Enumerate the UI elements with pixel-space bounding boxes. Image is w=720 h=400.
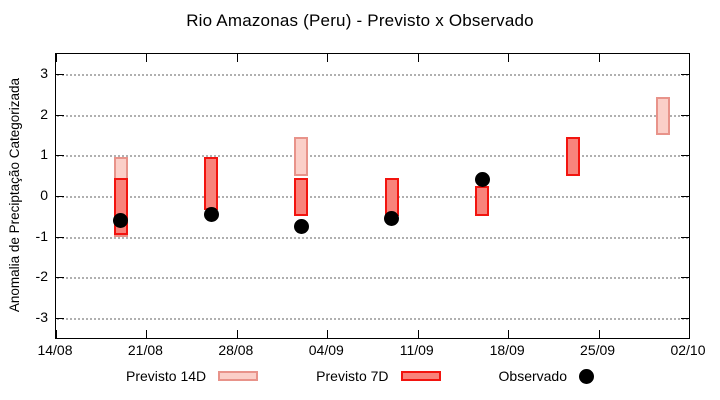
x-tick-label: 04/09 bbox=[308, 342, 344, 358]
y-tick-label: 0 bbox=[40, 187, 48, 203]
x-tick-mark-bottom bbox=[236, 330, 238, 338]
x-tick-mark-bottom bbox=[689, 330, 690, 338]
legend-swatch-14d bbox=[218, 371, 259, 381]
legend-swatch-observado-dot bbox=[579, 368, 594, 384]
x-tick-mark-top bbox=[598, 54, 600, 62]
gridline-y-1 bbox=[57, 155, 688, 158]
forecast-7d-box-26-08 bbox=[204, 157, 219, 211]
observed-dot-02-09 bbox=[293, 218, 309, 234]
x-tick-mark-top bbox=[327, 54, 329, 62]
forecast-7d-box-02-09 bbox=[294, 177, 309, 217]
y-tick-mark-left bbox=[56, 317, 64, 319]
gridline-y--2 bbox=[57, 277, 688, 280]
x-tick-mark-top bbox=[146, 54, 148, 62]
forecast-14d-box-02-09 bbox=[294, 137, 309, 176]
legend: Previsto 14D Previsto 7D Observado bbox=[0, 368, 720, 384]
x-tick-mark-bottom bbox=[508, 330, 510, 338]
x-tick-mark-top bbox=[689, 54, 690, 62]
x-tick-label: 28/08 bbox=[218, 342, 254, 358]
legend-item-observado: Observado bbox=[499, 368, 594, 384]
legend-label-previsto-14d: Previsto 14D bbox=[126, 368, 207, 384]
forecast-14d-box-30-09 bbox=[656, 96, 671, 136]
x-tick-label: 14/08 bbox=[37, 342, 73, 358]
y-tick-label: -3 bbox=[35, 308, 48, 325]
chart-title: Rio Amazonas (Peru) - Previsto x Observa… bbox=[186, 11, 534, 30]
y-tick-mark-left bbox=[56, 155, 64, 157]
observed-dot-26-08 bbox=[203, 206, 219, 222]
plot-area bbox=[55, 53, 690, 339]
gridline-y--1 bbox=[57, 236, 688, 239]
y-tick-label: 1 bbox=[40, 146, 48, 163]
x-tick-mark-bottom bbox=[56, 330, 57, 338]
x-tick-label: 21/08 bbox=[127, 342, 163, 358]
y-tick-mark-right bbox=[681, 155, 689, 157]
x-tick-mark-bottom bbox=[417, 330, 419, 338]
y-tick-label: -2 bbox=[35, 268, 48, 285]
y-tick-mark-left bbox=[56, 114, 64, 116]
y-tick-mark-left bbox=[56, 196, 64, 197]
x-tick-mark-top bbox=[56, 54, 57, 62]
x-tick-mark-top bbox=[417, 54, 419, 62]
x-tick-label: 02/10 bbox=[670, 342, 706, 358]
y-tick-mark-right bbox=[681, 196, 689, 197]
y-tick-mark-right bbox=[681, 114, 689, 116]
legend-label-observado: Observado bbox=[498, 368, 567, 384]
forecast-7d-box-23-09 bbox=[565, 137, 580, 176]
legend-item-previsto-7d: Previsto 7D bbox=[316, 368, 441, 384]
x-tick-mark-bottom bbox=[327, 330, 329, 338]
gridline-y--3 bbox=[57, 317, 688, 320]
x-tick-label: 18/09 bbox=[489, 342, 525, 358]
y-tick-label: -1 bbox=[35, 227, 48, 244]
y-tick-mark-right bbox=[681, 277, 689, 279]
forecast-7d-box-16-09 bbox=[475, 185, 490, 217]
y-tick-mark-right bbox=[681, 74, 689, 76]
gridline-y-3 bbox=[57, 74, 688, 77]
y-tick-mark-left bbox=[56, 74, 64, 76]
y-tick-mark-left bbox=[56, 277, 64, 279]
x-tick-mark-bottom bbox=[598, 330, 600, 338]
y-tick-mark-right bbox=[681, 236, 689, 238]
legend-item-previsto-14d: Previsto 14D bbox=[126, 368, 259, 384]
observed-dot-19-08 bbox=[113, 212, 129, 228]
legend-swatch-7d bbox=[400, 371, 441, 381]
x-tick-mark-top bbox=[508, 54, 510, 62]
y-tick-label: 2 bbox=[40, 105, 48, 122]
y-tick-mark-right bbox=[681, 317, 689, 319]
observed-dot-09-09 bbox=[384, 210, 400, 226]
gridline-y-0 bbox=[57, 196, 688, 198]
legend-label-previsto-7d: Previsto 7D bbox=[316, 368, 389, 384]
x-tick-label: 25/09 bbox=[580, 342, 616, 358]
y-tick-label: 3 bbox=[40, 65, 48, 82]
y-tick-mark-left bbox=[56, 236, 64, 238]
x-tick-mark-top bbox=[236, 54, 238, 62]
observed-dot-16-09 bbox=[474, 172, 490, 188]
x-tick-label: 11/09 bbox=[399, 342, 434, 358]
gridline-y-2 bbox=[57, 114, 688, 117]
x-tick-mark-bottom bbox=[146, 330, 148, 338]
